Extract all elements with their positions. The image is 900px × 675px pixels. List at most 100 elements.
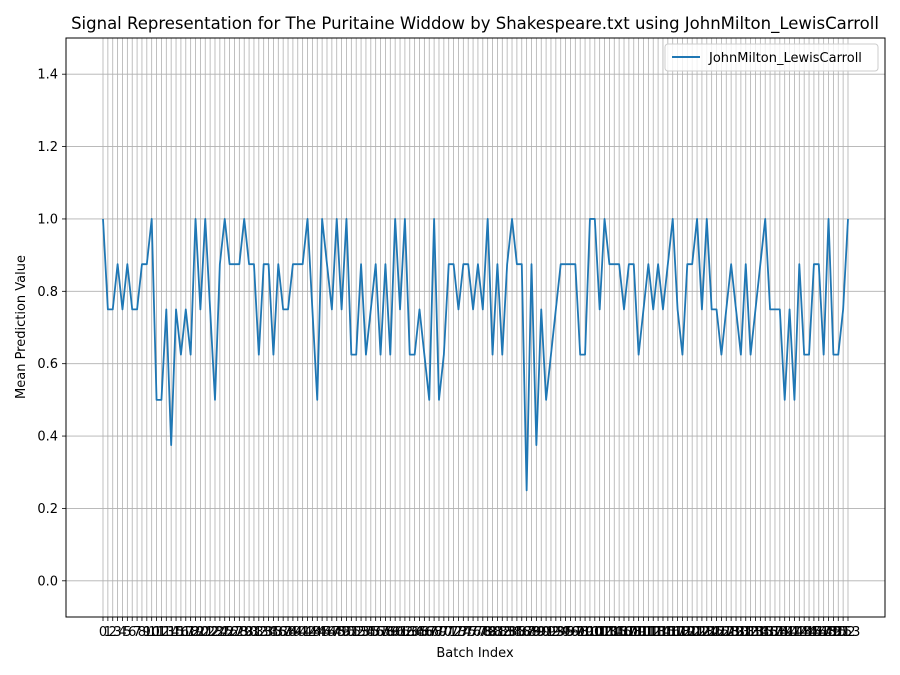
x-tick-label: 107 [612, 625, 637, 640]
x-tick-label: 135 [748, 625, 773, 640]
x-tick-label: 49 [333, 625, 350, 640]
y-tick-label: 1.0 [37, 212, 58, 227]
x-tick-label: 58 [377, 625, 394, 640]
x-tick-label: 147 [806, 625, 831, 640]
x-tick-label: 151 [826, 625, 851, 640]
x-tick-label: 84 [504, 625, 521, 640]
x-tick-label: 57 [372, 625, 389, 640]
x-tick-label: 12 [153, 625, 170, 640]
x-tick-label: 52 [348, 625, 365, 640]
x-tick-label: 5 [123, 625, 131, 640]
x-tick-label: 65 [411, 625, 428, 640]
x-tick-label: 51 [343, 625, 360, 640]
x-axis-title: Batch Index [436, 646, 514, 661]
x-tick-label: 59 [382, 625, 399, 640]
x-tick-label: 14 [163, 625, 180, 640]
x-tick-label: 150 [821, 625, 846, 640]
x-tick-label: 139 [767, 625, 792, 640]
x-tick-label: 73 [450, 625, 467, 640]
x-tick-label: 102 [587, 625, 612, 640]
x-tick-label: 71 [440, 625, 457, 640]
y-tick-label: 0.2 [37, 502, 58, 517]
x-tick-label: 116 [655, 625, 680, 640]
x-tick-label: 70 [436, 625, 453, 640]
x-tick-label: 26 [221, 625, 238, 640]
x-tick-label: 10 [143, 625, 160, 640]
x-tick-label: 3 [113, 625, 121, 640]
x-tick-label: 23 [207, 625, 224, 640]
x-tick-label: 66 [416, 625, 433, 640]
x-tick-label: 30 [241, 625, 258, 640]
plot-area [66, 38, 885, 617]
x-tick-label: 31 [246, 625, 263, 640]
x-tick-label: 25 [216, 625, 233, 640]
x-tick-label: 136 [753, 625, 778, 640]
x-tick-label: 109 [621, 625, 646, 640]
x-tick-label: 74 [455, 625, 472, 640]
x-tick-label: 35 [265, 625, 282, 640]
x-tick-label: 33 [255, 625, 272, 640]
x-tick-label: 60 [387, 625, 404, 640]
x-tick-label: 54 [358, 625, 375, 640]
x-gridlines [102, 38, 849, 617]
x-tick-label: 111 [631, 625, 656, 640]
x-tick-label: 29 [236, 625, 253, 640]
y-axis-title: Mean Prediction Value [14, 255, 29, 399]
x-tick-label: 55 [363, 625, 380, 640]
y-tick-label: 0.6 [37, 357, 58, 372]
x-tick-label: 24 [212, 625, 229, 640]
x-tick-label: 105 [602, 625, 627, 640]
x-tick-label: 122 [685, 625, 710, 640]
x-tick-label: 113 [641, 625, 666, 640]
x-tick-label: 13 [158, 625, 175, 640]
x-tick-label: 61 [392, 625, 409, 640]
x-tick-label: 40 [289, 625, 306, 640]
x-tick-label: 119 [670, 625, 695, 640]
x-tick-label: 81 [489, 625, 506, 640]
x-tick-label: 118 [665, 625, 690, 640]
x-tick-label: 98 [572, 625, 589, 640]
y-axis: 0.0 0.2 0.4 0.6 0.8 1.0 1.2 1.4 [37, 68, 66, 589]
chart-title: Signal Representation for The Puritaine … [71, 14, 879, 34]
x-tick-label: 133 [738, 625, 763, 640]
x-tick-label: 86 [513, 625, 530, 640]
x-tick-label: 145 [797, 625, 822, 640]
x-tick-label: 0 [99, 625, 107, 640]
x-tick-label: 148 [811, 625, 836, 640]
legend: JohnMilton_LewisCarroll [664, 43, 879, 72]
x-tick-label: 132 [733, 625, 758, 640]
x-tick-label: 46 [319, 625, 336, 640]
x-tick-label: 21 [197, 625, 214, 640]
x-tick-label: 16 [173, 625, 190, 640]
x-tick-label: 153 [836, 625, 861, 640]
x-tick-label: 68 [426, 625, 443, 640]
x-tick-label: 94 [552, 625, 569, 640]
x-tick-label: 45 [314, 625, 331, 640]
x-tick-label: 64 [406, 625, 423, 640]
y-tick-label: 0.0 [37, 574, 58, 589]
x-tick-label: 125 [699, 625, 724, 640]
y-tick-label: 0.8 [37, 285, 58, 300]
x-tick-label: 138 [763, 625, 788, 640]
x-tick-label: 88 [523, 625, 540, 640]
x-tick-label: 96 [562, 625, 579, 640]
x-tick-label: 124 [694, 625, 719, 640]
x-tick-label: 17 [178, 625, 195, 640]
x-tick-label: 110 [626, 625, 651, 640]
x-tick-label: 15 [168, 625, 185, 640]
x-tick-label: 11 [148, 625, 165, 640]
x-tick-label: 82 [494, 625, 511, 640]
x-tick-label: 128 [714, 625, 739, 640]
x-tick-label: 117 [660, 625, 685, 640]
x-tick-label: 8 [138, 625, 146, 640]
legend-label: JohnMilton_LewisCarroll [708, 51, 862, 66]
x-tick-label: 143 [787, 625, 812, 640]
x-tick-label: 149 [816, 625, 841, 640]
x-axis: 0123456789101112131415161718192021222324… [99, 617, 861, 640]
x-tick-label: 90 [533, 625, 550, 640]
x-tick-label: 83 [499, 625, 516, 640]
x-tick-label: 103 [592, 625, 617, 640]
x-tick-label: 53 [353, 625, 370, 640]
x-tick-label: 85 [509, 625, 526, 640]
